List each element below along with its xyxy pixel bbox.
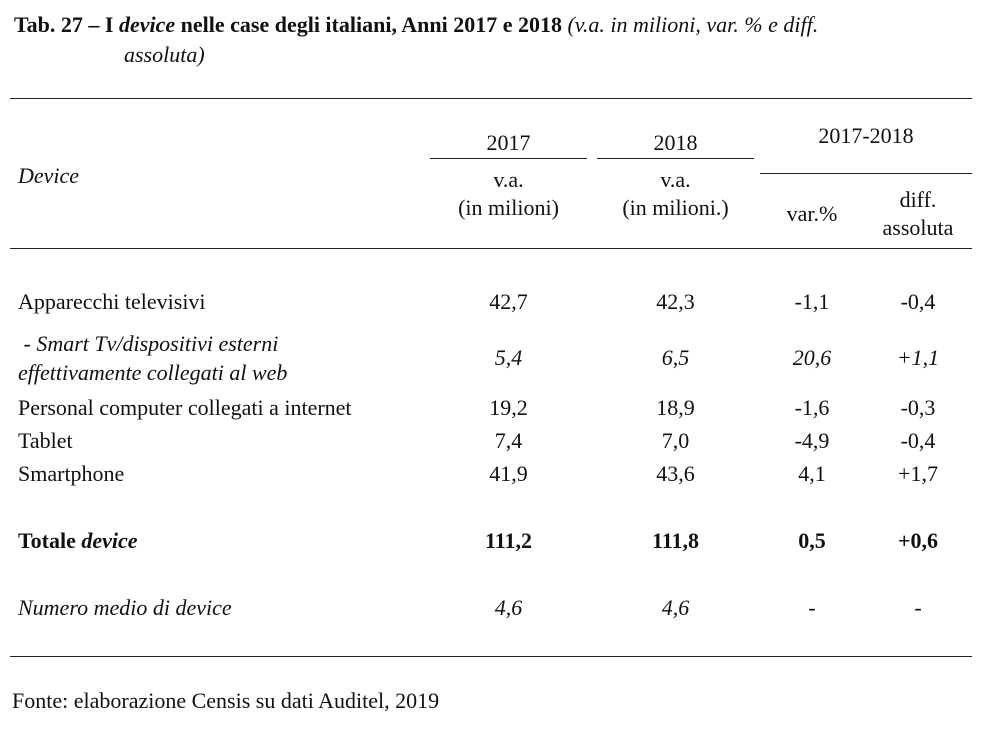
row-diff: -0,4 — [900, 289, 936, 314]
row-diff: -0,4 — [900, 428, 936, 453]
row-2017: 7,4 — [494, 428, 523, 453]
average-label: Numero medio di device — [18, 595, 232, 620]
row-2017: 19,2 — [489, 395, 528, 420]
title-device-word: device — [118, 12, 176, 37]
row-var: 4,1 — [798, 461, 826, 486]
title-subtitle-1: (v.a. in milioni, var. % e diff. — [567, 12, 819, 37]
total-2018: 111,8 — [651, 528, 700, 553]
row-diff: -0,3 — [900, 395, 936, 420]
header-period-rule — [760, 173, 972, 174]
header-var: var.% — [786, 201, 838, 226]
row-2018: 18,9 — [656, 395, 695, 420]
bottom-rule — [10, 656, 972, 657]
total-label: Totale device — [18, 527, 138, 555]
average-2018: 4,6 — [661, 595, 690, 620]
row-label: Tablet — [18, 428, 73, 453]
header-2018: 2018 — [653, 130, 698, 155]
row-var: 20,6 — [792, 345, 832, 370]
top-rule — [10, 98, 972, 99]
total-var: 0,5 — [798, 528, 826, 553]
row-2017: 42,7 — [489, 289, 528, 314]
header-2017-rule — [430, 158, 587, 159]
row-label: Smartphone — [18, 461, 125, 486]
total-2017: 111,2 — [484, 528, 533, 553]
row-diff: +1,1 — [896, 345, 940, 370]
header-2018-rule — [597, 158, 754, 159]
average-2017: 4,6 — [494, 595, 523, 620]
total-label-b: device — [81, 528, 138, 553]
header-2017-sub1: v.a. — [493, 167, 524, 192]
total-label-a: Totale — [18, 528, 82, 553]
row-2018: 42,3 — [656, 289, 695, 314]
title-prefix: Tab. 27 – I — [14, 12, 119, 37]
row-var: -4,9 — [794, 428, 830, 453]
row-label: Apparecchi televisivi — [18, 289, 206, 314]
header-2018-sub1: v.a. — [660, 167, 691, 192]
header-device: Device — [18, 163, 80, 188]
header-2017-sub2: (in milioni) — [458, 195, 559, 220]
header-diff1: diff. — [899, 187, 937, 212]
row-2018: 43,6 — [656, 461, 695, 486]
header-diff2: assoluta — [882, 215, 954, 240]
average-diff: - — [914, 595, 922, 620]
row-2018: 6,5 — [661, 345, 690, 370]
row-diff: +1,7 — [898, 461, 938, 486]
row-var: -1,6 — [794, 395, 830, 420]
header-2017: 2017 — [486, 130, 531, 155]
source-note: Fonte: elaborazione Censis su dati Audit… — [12, 688, 440, 713]
total-diff: +0,6 — [897, 528, 939, 553]
average-var: - — [808, 595, 816, 620]
title-main: nelle case degli italiani, Anni 2017 e 2… — [175, 12, 568, 37]
table-title: Tab. 27 – I device nelle case degli ital… — [14, 10, 989, 70]
row-label-line2: effettivamente collegati al web — [18, 360, 288, 385]
header-2018-sub2: (in milioni.) — [622, 195, 729, 220]
header-rule — [10, 248, 972, 249]
header-period: 2017-2018 — [818, 123, 914, 148]
row-2018: 7,0 — [661, 428, 690, 453]
row-var: -1,1 — [794, 289, 830, 314]
row-2017: 5,4 — [494, 345, 523, 370]
row-label-line1: - Smart Tv/dispositivi esterni — [18, 331, 279, 356]
row-label: Personal computer collegati a internet — [18, 395, 352, 420]
title-subtitle-2: assoluta) — [124, 42, 205, 67]
row-2017: 41,9 — [489, 461, 528, 486]
